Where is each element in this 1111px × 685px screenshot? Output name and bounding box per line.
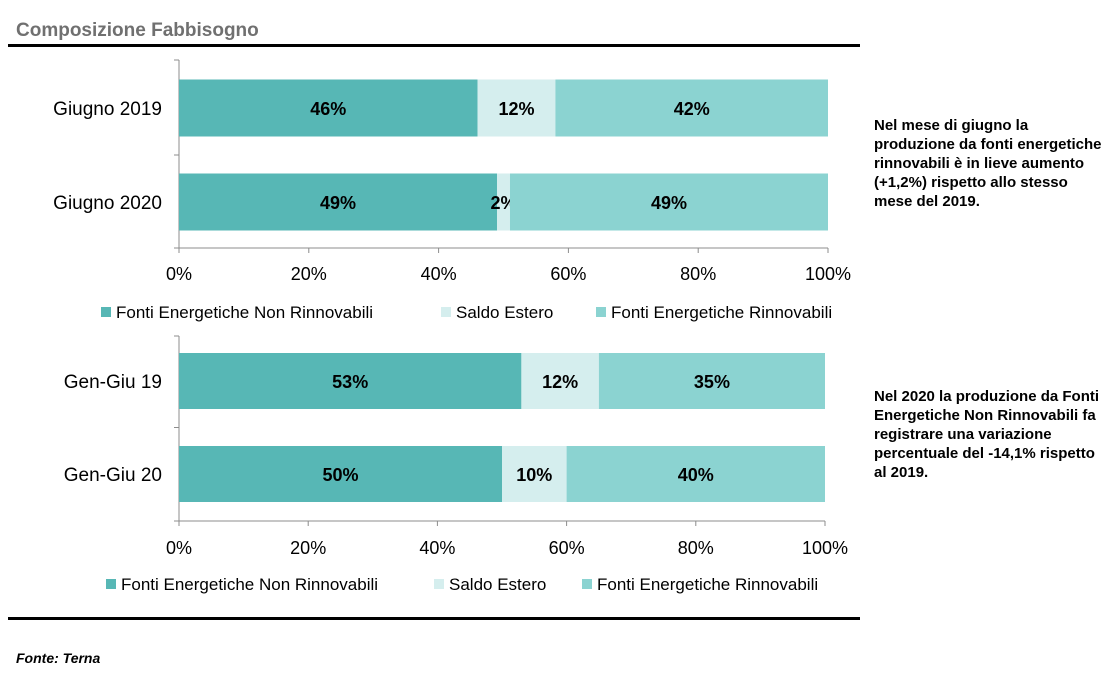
legend-swatch — [582, 579, 592, 589]
source-label: Fonte: Terna — [16, 650, 101, 666]
legend-swatch — [434, 579, 444, 589]
category-label: Giugno 2019 — [53, 99, 162, 120]
legend-label: Fonti Energetiche Rinnovabili — [597, 575, 818, 594]
bar-segment — [502, 446, 567, 502]
category-label: Gen-Giu 20 — [64, 465, 162, 486]
bar-segment — [477, 79, 556, 137]
x-tick-label: 20% — [291, 264, 327, 284]
x-tick-label: 80% — [678, 538, 714, 558]
x-tick-label: 100% — [802, 538, 848, 558]
page-title: Composizione Fabbisogno — [16, 20, 259, 41]
bar-segment — [555, 79, 828, 137]
legend-label: Fonti Energetiche Non Rinnovabili — [121, 575, 378, 594]
bar-value-label: 35% — [694, 372, 730, 392]
note-gen-giu: Nel 2020 la produzione da Fonti Energeti… — [874, 388, 1100, 481]
x-tick-label: 20% — [290, 538, 326, 558]
x-tick-label: 40% — [419, 538, 455, 558]
bar-segment — [179, 446, 502, 502]
bar-value-label: 50% — [322, 465, 358, 485]
legend-label: Fonti Energetiche Non Rinnovabili — [116, 303, 373, 322]
x-tick-label: 0% — [166, 538, 192, 558]
x-tick-label: 40% — [421, 264, 457, 284]
bar-segment — [521, 353, 599, 409]
bar-segment — [179, 173, 498, 231]
bar-value-label: 12% — [542, 372, 578, 392]
category-label: Giugno 2020 — [53, 193, 162, 214]
bar-value-label: 53% — [332, 372, 368, 392]
note-giugno: Nel mese di giugno la produzione da font… — [874, 117, 1102, 210]
x-tick-label: 60% — [550, 264, 586, 284]
legend-label: Saldo Estero — [456, 303, 553, 322]
bar-segment — [509, 173, 828, 231]
top-divider — [8, 44, 860, 47]
bar-value-label: 10% — [516, 465, 552, 485]
x-tick-label: 100% — [805, 264, 851, 284]
bar-segment — [179, 79, 478, 137]
legend-swatch — [596, 307, 606, 317]
bar-value-label: 49% — [651, 193, 687, 213]
legend-swatch — [106, 579, 116, 589]
category-label: Gen-Giu 19 — [64, 372, 162, 393]
bar-value-label: 12% — [498, 99, 534, 119]
bar-value-label: 42% — [674, 99, 710, 119]
bar-value-label: 49% — [320, 193, 356, 213]
bottom-divider — [8, 617, 860, 620]
x-tick-label: 60% — [549, 538, 585, 558]
legend-label: Saldo Estero — [449, 575, 546, 594]
bar-segment — [179, 353, 522, 409]
bar-segment — [497, 173, 510, 231]
bar-segment — [598, 353, 825, 409]
bar-segment — [566, 446, 825, 502]
bar-value-label: 46% — [310, 99, 346, 119]
bar-value-label: 40% — [678, 465, 714, 485]
legend-label: Fonti Energetiche Rinnovabili — [611, 303, 832, 322]
legend-swatch — [441, 307, 451, 317]
x-tick-label: 0% — [166, 264, 192, 284]
x-tick-label: 80% — [680, 264, 716, 284]
legend-swatch — [101, 307, 111, 317]
